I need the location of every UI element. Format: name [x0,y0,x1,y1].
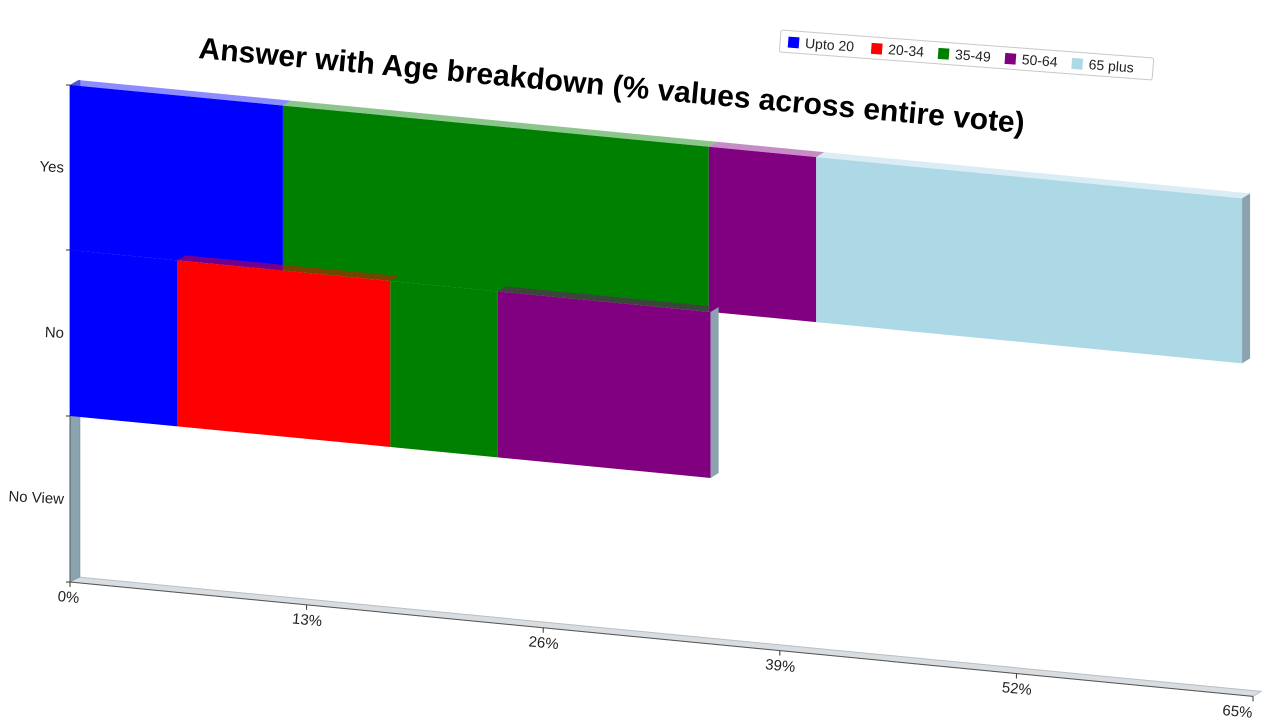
category-label: Yes [39,158,64,176]
category-label: No [44,324,64,342]
category-label: No View [8,488,65,508]
bar-segment [497,291,711,478]
legend-swatch [870,42,883,55]
legend-box [778,29,1155,81]
bar-segment [177,260,391,447]
bar-end-face [710,306,719,478]
legend-swatch [937,47,950,60]
bar-segment-top [816,152,1251,199]
legend: Upto 20 20-34 35-49 50-64 65 plus [778,29,1155,81]
legend-swatch [787,36,800,49]
bar-segment-top [70,80,291,106]
x-tick-label: 13% [291,610,323,630]
bar-segment-top [390,275,506,292]
bars [70,80,1251,478]
legend-swatch [1071,57,1084,70]
bar-segment [282,105,709,312]
axis-labels: Yes No No View 0% 13% 26% 39% 52% 65% [8,158,1254,722]
chart-floor [68,576,1263,697]
x-tick-label: 39% [764,656,796,676]
x-tick-label: 52% [1001,679,1033,699]
legend-label: 35-49 [954,46,991,65]
bar-segment [70,85,283,271]
legend-label: Upto 20 [805,35,855,55]
bar-segment [816,157,1243,364]
bar-segment-top [282,100,717,147]
legend-label: 20-34 [888,41,925,60]
x-tick-label: 0% [57,588,80,607]
bar-segment-top [497,286,719,312]
bar-segment-top [70,245,186,261]
legend-label: 50-64 [1021,51,1058,70]
x-axis-line [69,581,1254,697]
legend-swatch [1004,52,1017,65]
bar-segment-top [708,141,825,158]
x-tick-label: 65% [1222,702,1254,720]
bar-segment [708,146,817,323]
bar-end-face [1242,193,1251,364]
legend-label: 65 plus [1088,56,1134,75]
bar-segment [390,280,498,458]
bar-segment [70,250,178,427]
x-tick-label: 26% [528,633,560,653]
bar-segment-top [177,255,399,281]
